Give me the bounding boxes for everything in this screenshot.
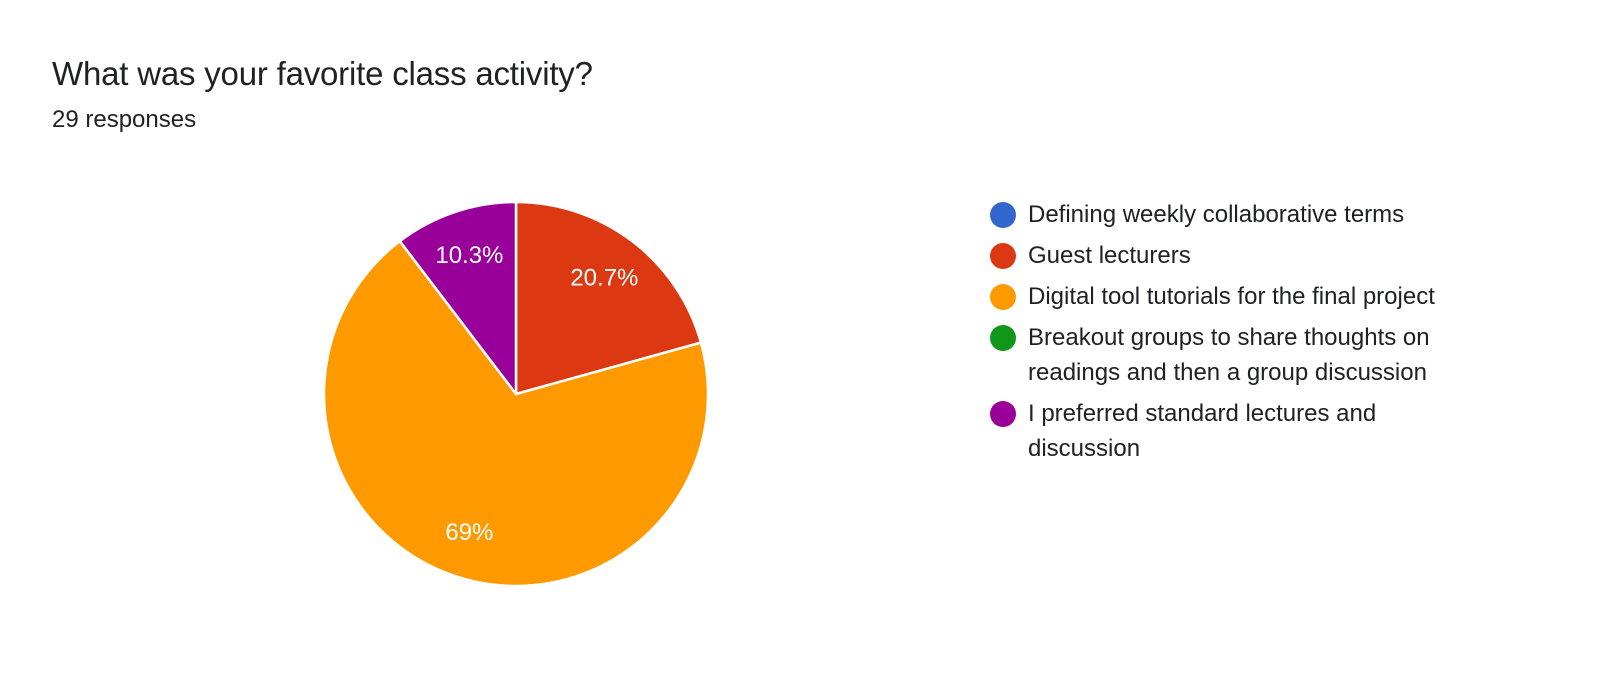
- pie-slice-i-preferred-standard-lectures-and-discussion: [398, 200, 518, 396]
- legend-swatch-icon: [990, 325, 1016, 351]
- legend-swatch-icon: [990, 284, 1016, 310]
- legend-swatch-icon: [990, 243, 1016, 269]
- legend-item: Digital tool tutorials for the final pro…: [990, 279, 1490, 314]
- legend-label: Defining weekly collaborative terms: [1028, 201, 1405, 228]
- pie-slices: [322, 200, 710, 588]
- pie-slice-label: 20.7%: [570, 264, 638, 291]
- legend-label: Digital tool tutorials for the final pro…: [1028, 283, 1435, 310]
- legend-item: I preferred standard lectures and discus…: [990, 396, 1490, 466]
- pie-slice-label: 69%: [445, 519, 493, 546]
- pie-slice-guest-lecturers: [514, 200, 703, 396]
- pie-labels: 20.7% 69% 10.3%: [435, 242, 638, 546]
- legend-item: Guest lecturers: [990, 238, 1490, 273]
- legend-label: Guest lecturers: [1028, 242, 1191, 269]
- legend-swatch-icon: [990, 401, 1016, 427]
- legend-label: Breakout groups to share thoughts on rea…: [1028, 324, 1430, 386]
- response-count: 29 responses: [52, 106, 197, 133]
- question-title: What was your favorite class activity?: [52, 55, 593, 92]
- legend-item: Breakout groups to share thoughts on rea…: [990, 320, 1490, 390]
- chart-legend: Defining weekly collaborative terms Guest…: [990, 197, 1490, 472]
- legend-swatch-icon: [990, 202, 1016, 228]
- legend-label: I preferred standard lectures and discus…: [1028, 400, 1377, 462]
- legend-item: Defining weekly collaborative terms: [990, 197, 1490, 232]
- pie-slice-digital-tool-tutorials-for-the-final-project: [322, 239, 710, 588]
- pie-slice-label: 10.3%: [435, 242, 503, 269]
